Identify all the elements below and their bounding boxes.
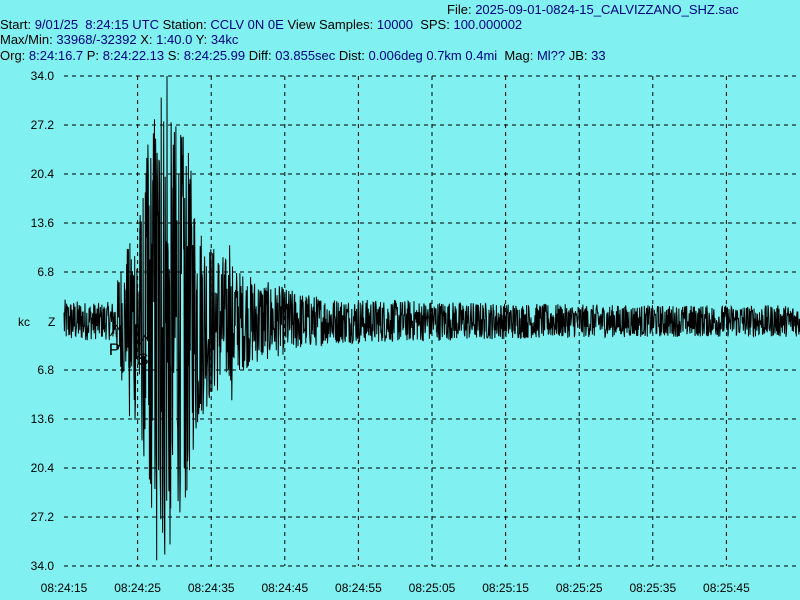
station-label: Station: bbox=[162, 17, 207, 32]
org-value: 8:24:16.7 bbox=[28, 48, 84, 63]
p-label: P: bbox=[86, 48, 100, 63]
file-line: File: 2025-09-01-0824-15_CALVIZZANO_SHZ.… bbox=[447, 2, 739, 17]
s-label: S: bbox=[167, 48, 181, 63]
mag-value: Ml?? bbox=[536, 48, 566, 63]
y-axis-ticks: 34.0 27.2 20.4 13.6 6.8 6.8 13.6 20.4 27.2 34.0 bbox=[31, 69, 55, 573]
y-tick-label: 13.6 bbox=[31, 216, 55, 230]
x-tick-label: 08:24:35 bbox=[188, 581, 235, 595]
pick-marker-p: P bbox=[109, 324, 123, 359]
x-tick-label: 08:25:35 bbox=[629, 581, 676, 595]
station-value: CCLV 0N 0E bbox=[210, 17, 284, 32]
dist-label: Dist: bbox=[338, 48, 365, 63]
maxmin-label: Max/Min: bbox=[0, 32, 53, 47]
y-scale-value: 34kc bbox=[210, 32, 239, 47]
start-line: Start: 9/01/25 8:24:15 UTC Station: CCLV… bbox=[0, 17, 522, 32]
pick-tick bbox=[116, 324, 123, 337]
dist-value: 0.006deg 0.7km 0.4mi bbox=[368, 48, 498, 63]
y-tick-label: 34.0 bbox=[31, 69, 55, 83]
x-scale-label: X: bbox=[140, 32, 153, 47]
y-tick-label: 34.0 bbox=[31, 559, 55, 573]
phase-picks: PS bbox=[109, 324, 152, 369]
pick-marker-s: S bbox=[137, 334, 152, 369]
y-tick-label: 20.4 bbox=[31, 167, 55, 181]
x-tick-label: 08:24:25 bbox=[114, 581, 161, 595]
y-unit-label: kc bbox=[18, 315, 30, 329]
y-tick-label: 13.6 bbox=[31, 412, 55, 426]
x-tick-label: 08:25:15 bbox=[482, 581, 529, 595]
view-samples-value: 10000 bbox=[376, 17, 413, 32]
x-tick-label: 08:24:45 bbox=[261, 581, 308, 595]
sps-label: SPS: bbox=[420, 17, 450, 32]
start-label: Start: bbox=[0, 17, 32, 32]
pick-label-p: P bbox=[109, 340, 120, 359]
x-tick-label: 08:25:05 bbox=[409, 581, 456, 595]
file-value: 2025-09-01-0824-15_CALVIZZANO_SHZ.sac bbox=[475, 2, 739, 17]
y-tick-label: 27.2 bbox=[31, 118, 55, 132]
maxmin-value: 33968/-32392 bbox=[56, 32, 137, 47]
start-value: 9/01/25 8:24:15 UTC bbox=[34, 17, 160, 32]
y-scale-label: Y: bbox=[195, 32, 208, 47]
x-tick-label: 08:25:45 bbox=[703, 581, 750, 595]
y-tick-label: 6.8 bbox=[37, 265, 54, 279]
p-value: 8:24:22.13 bbox=[102, 48, 165, 63]
jb-label: JB: bbox=[568, 48, 588, 63]
x-tick-label: 08:24:55 bbox=[335, 581, 382, 595]
pick-tick bbox=[110, 324, 117, 337]
file-label: File: bbox=[447, 2, 472, 17]
view-samples-label: View Samples: bbox=[287, 17, 374, 32]
org-label: Org: bbox=[0, 48, 26, 63]
x-axis-ticks: 08:24:15 08:24:25 08:24:35 08:24:45 08:24:55… bbox=[41, 581, 750, 595]
pick-tick bbox=[138, 334, 146, 347]
diff-label: Diff: bbox=[248, 48, 272, 63]
sps-value: 100.000002 bbox=[453, 17, 523, 32]
y-tick-label: 6.8 bbox=[37, 363, 54, 377]
pick-label-s: S bbox=[137, 350, 148, 369]
y-tick-label: 20.4 bbox=[31, 461, 55, 475]
diff-value: 03.855sec bbox=[275, 48, 336, 63]
channel-label: Z bbox=[48, 315, 55, 329]
x-tick-label: 08:24:15 bbox=[41, 581, 88, 595]
mag-label: Mag: bbox=[504, 48, 534, 63]
x-scale-value: 1:40.0 bbox=[156, 32, 193, 47]
pick-tick bbox=[144, 334, 152, 347]
y-tick-label: 27.2 bbox=[31, 510, 55, 524]
org-line: Org: 8:24:16.7 P: 8:24:22.13 S: 8:24:25.… bbox=[0, 48, 606, 63]
jb-value: 33 bbox=[591, 48, 606, 63]
maxmin-line: Max/Min: 33968/-32392 X: 1:40.0 Y: 34kc bbox=[0, 32, 238, 47]
waveform-trace bbox=[63, 75, 800, 561]
x-tick-label: 08:25:25 bbox=[556, 581, 603, 595]
s-value: 8:24:25.99 bbox=[183, 48, 246, 63]
